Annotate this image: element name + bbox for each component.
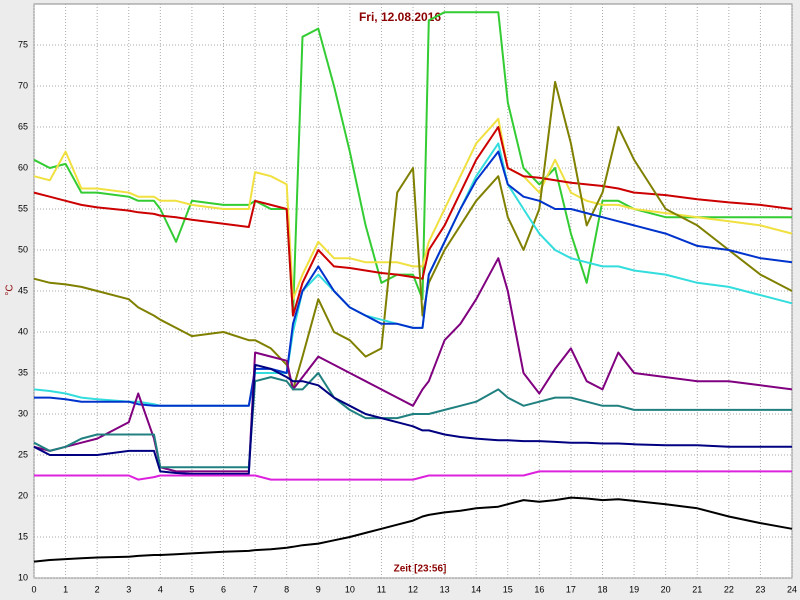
x-tick-label: 1: [63, 584, 68, 594]
x-tick-label: 8: [284, 584, 289, 594]
x-tick-label: 19: [629, 584, 639, 594]
series-line: [33, 142, 793, 407]
x-tick-label: 21: [692, 584, 702, 594]
series-line: [33, 80, 793, 391]
x-tick-label: 4: [158, 584, 163, 594]
x-tick-label: 16: [534, 584, 544, 594]
x-tick-label: 3: [126, 584, 131, 594]
y-tick-label: 25: [18, 449, 28, 459]
series-line: [33, 363, 792, 475]
x-tick-label: 0: [31, 584, 36, 594]
y-tick-label: 40: [18, 326, 28, 336]
y-tick-label: 70: [18, 80, 28, 90]
y-axis-label: °C: [5, 284, 16, 295]
y-tick-label: 20: [18, 490, 28, 500]
x-tick-label: 15: [503, 584, 513, 594]
series-line: [33, 496, 793, 563]
x-tick-label: 10: [345, 584, 355, 594]
x-tick-label: 2: [95, 584, 100, 594]
x-axis-label: Zeit [23:56]: [394, 564, 447, 575]
series-line: [34, 470, 792, 481]
x-tick-label: 13: [440, 584, 450, 594]
x-tick-label: 18: [597, 584, 607, 594]
x-tick-label: 11: [377, 584, 386, 594]
x-tick-label: 6: [221, 584, 226, 594]
y-tick-label: 10: [18, 572, 28, 582]
chart-title: Fri, 12.08.2016: [359, 10, 441, 24]
series-line: [34, 150, 793, 407]
y-tick-label: 65: [18, 121, 28, 131]
x-tick-label: 9: [316, 584, 321, 594]
y-tick-label: 55: [18, 203, 28, 213]
series-line: [33, 126, 793, 317]
y-tick-label: 35: [18, 367, 28, 377]
x-tick-label: 17: [566, 584, 576, 594]
x-tick-label: 14: [471, 584, 481, 594]
x-tick-label: 23: [755, 584, 765, 594]
y-tick-label: 30: [18, 408, 28, 418]
y-tick-label: 60: [18, 162, 28, 172]
x-tick-label: 7: [253, 584, 258, 594]
y-tick-label: 75: [18, 39, 28, 49]
x-tick-label: 22: [724, 584, 734, 594]
x-tick-label: 20: [661, 584, 671, 594]
x-tick-label: 24: [787, 584, 797, 594]
x-tick-label: 5: [189, 584, 194, 594]
x-tick-label: 12: [408, 584, 418, 594]
y-tick-label: 50: [18, 244, 28, 254]
y-tick-label: 45: [18, 285, 28, 295]
y-tick-label: 15: [18, 531, 28, 541]
series-line: [33, 11, 792, 317]
